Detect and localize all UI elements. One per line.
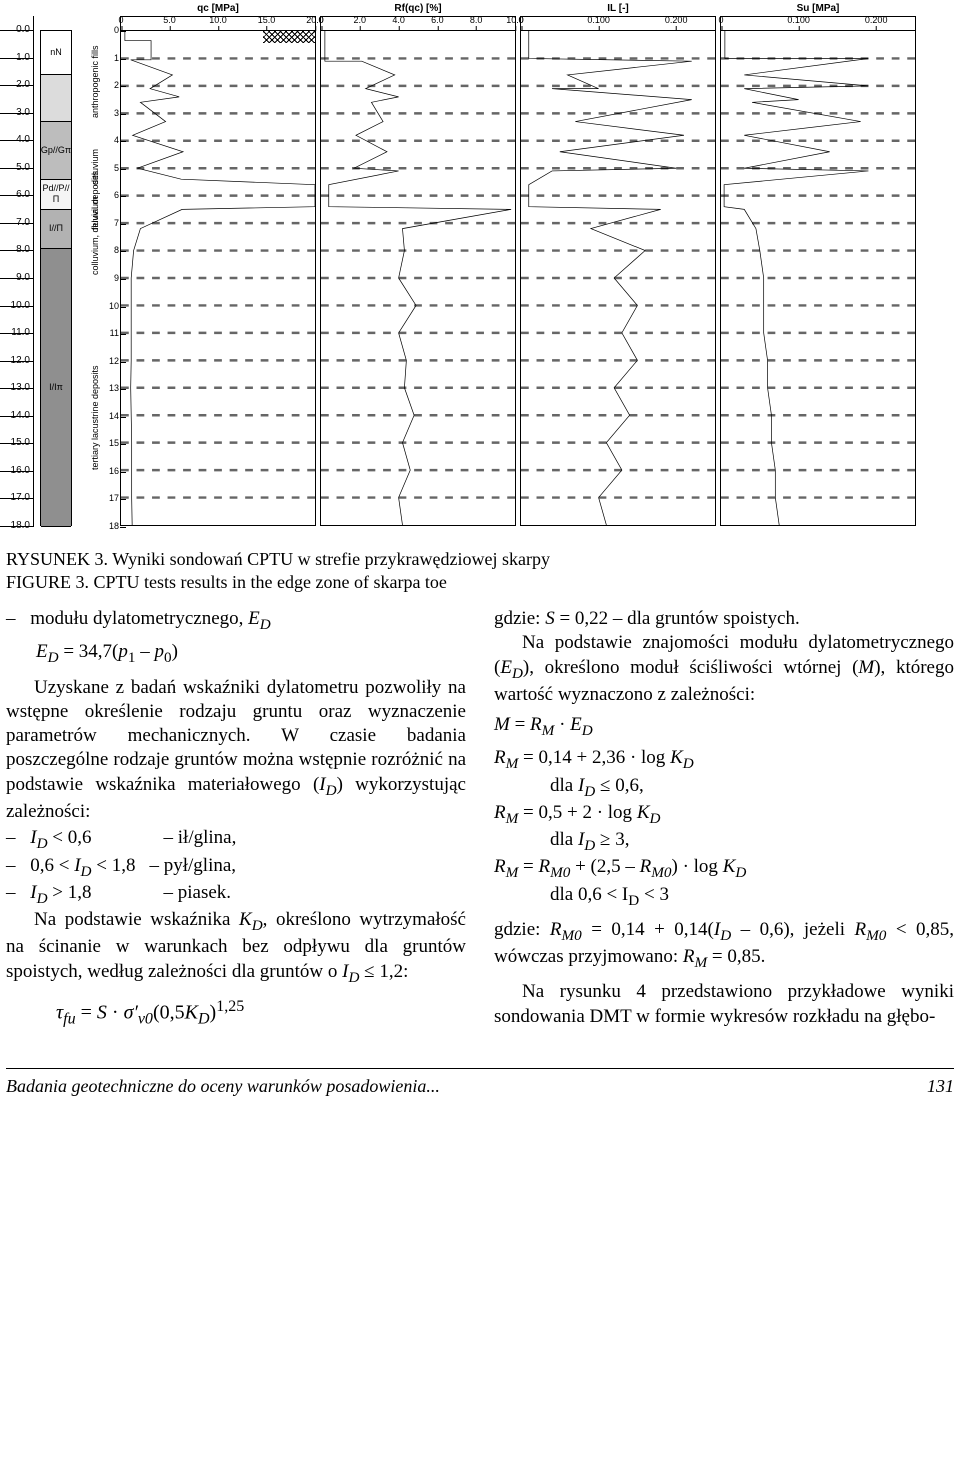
panel-su: Su [MPa]00.1000.200 (720, 16, 916, 526)
eq-rm-1-dla: dla ID ≤ 0,6, (494, 774, 954, 801)
para-dylatometr: Uzyskane z badań wskaźniki dylatometru p… (6, 676, 466, 825)
page-number: 131 (927, 1075, 954, 1098)
eq-rm-3-dla: dla 0,6 < ID < 3 (494, 883, 954, 910)
para-rysunek4: Na rysunku 4 przedstawiono przykładowe w… (494, 980, 954, 1029)
eq-tau-fu: τfu = S · σ′v0(0,5KD)1,25 (56, 997, 466, 1030)
eq-rm-1: RM = 0,14 + 2,36 · log KD (494, 746, 954, 773)
panel-il: IL [-]00.1000.200 (520, 16, 716, 526)
eq-rm-2: RM = 0,5 + 2 · log KD (494, 801, 954, 828)
page-footer: Badania geotechniczne do oceny warunków … (6, 1068, 954, 1098)
para-kd: Na podstawie wskaźnika KD, określono wyt… (6, 908, 466, 987)
li-id-2: 0,6 < ID < 1,8– pył/glina, (24, 854, 466, 881)
caption-pl: RYSUNEK 3. Wyniki sondowań CPTU w strefi… (6, 549, 550, 569)
right-column: gdzie: S = 0,22 – dla gruntów spoistych.… (494, 607, 954, 1030)
footer-title: Badania geotechniczne do oceny warunków … (6, 1075, 440, 1098)
figure-3-cptu-logs: 0.01.02.03.04.05.06.07.08.09.010.011.012… (0, 6, 960, 536)
deposit-labels: anthropogenic fillsdeluviumfluvial depos… (76, 30, 104, 526)
eq-rm-2-dla: dla ID ≥ 3, (494, 828, 954, 855)
para-modul: Na podstawie znajomości modułu dylatomet… (494, 631, 954, 707)
figure-caption: RYSUNEK 3. Wyniki sondowań CPTU w strefi… (6, 548, 960, 593)
li-id-1: ID < 0,6– ił/glina, (24, 826, 466, 853)
body-columns: modułu dylatometrycznego, ED ED = 34,7(p… (0, 607, 960, 1030)
caption-en: FIGURE 3. CPTU tests results in the edge… (6, 572, 447, 592)
stratigraphy-column: nNGp//GπPd//P// ΠI//ΠI/Iπ (40, 30, 72, 526)
eq-m: M = RM · ED (494, 713, 954, 740)
li-modulus: modułu dylatometrycznego, ED (24, 607, 466, 634)
para-gdzie-rm0: gdzie: RM0 = 0,14 + 0,14(ID – 0,6), jeże… (494, 918, 954, 973)
left-column: modułu dylatometrycznego, ED ED = 34,7(p… (6, 607, 466, 1030)
depth-ruler: 0.01.02.03.04.05.06.07.08.09.010.011.012… (0, 16, 34, 526)
eq-rm-3: RM = RM0 + (2,5 – RM0) · log KD (494, 855, 954, 882)
panel-qc: qc [MPa]05.010.015.020.00123456789101112… (120, 16, 316, 526)
eq-ed: ED = 34,7(p1 – p0) (36, 640, 466, 667)
li-id-3: ID > 1,8– piasek. (24, 881, 466, 908)
para-gdzie-s: gdzie: S = 0,22 – dla gruntów spoistych. (494, 607, 954, 631)
panel-rf: Rf(qc) [%]02.04.06.08.010.0 (320, 16, 516, 526)
